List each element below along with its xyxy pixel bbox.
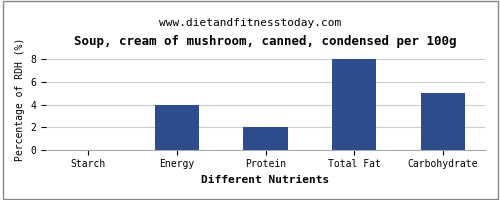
Text: www.dietandfitnesstoday.com: www.dietandfitnesstoday.com xyxy=(159,18,341,28)
Bar xyxy=(420,93,465,150)
Bar xyxy=(332,59,376,150)
Y-axis label: Percentage of RDH (%): Percentage of RDH (%) xyxy=(15,37,25,161)
Bar xyxy=(244,127,288,150)
X-axis label: Different Nutrients: Different Nutrients xyxy=(202,175,330,185)
Title: Soup, cream of mushroom, canned, condensed per 100g: Soup, cream of mushroom, canned, condens… xyxy=(74,35,457,48)
Bar xyxy=(155,105,199,150)
